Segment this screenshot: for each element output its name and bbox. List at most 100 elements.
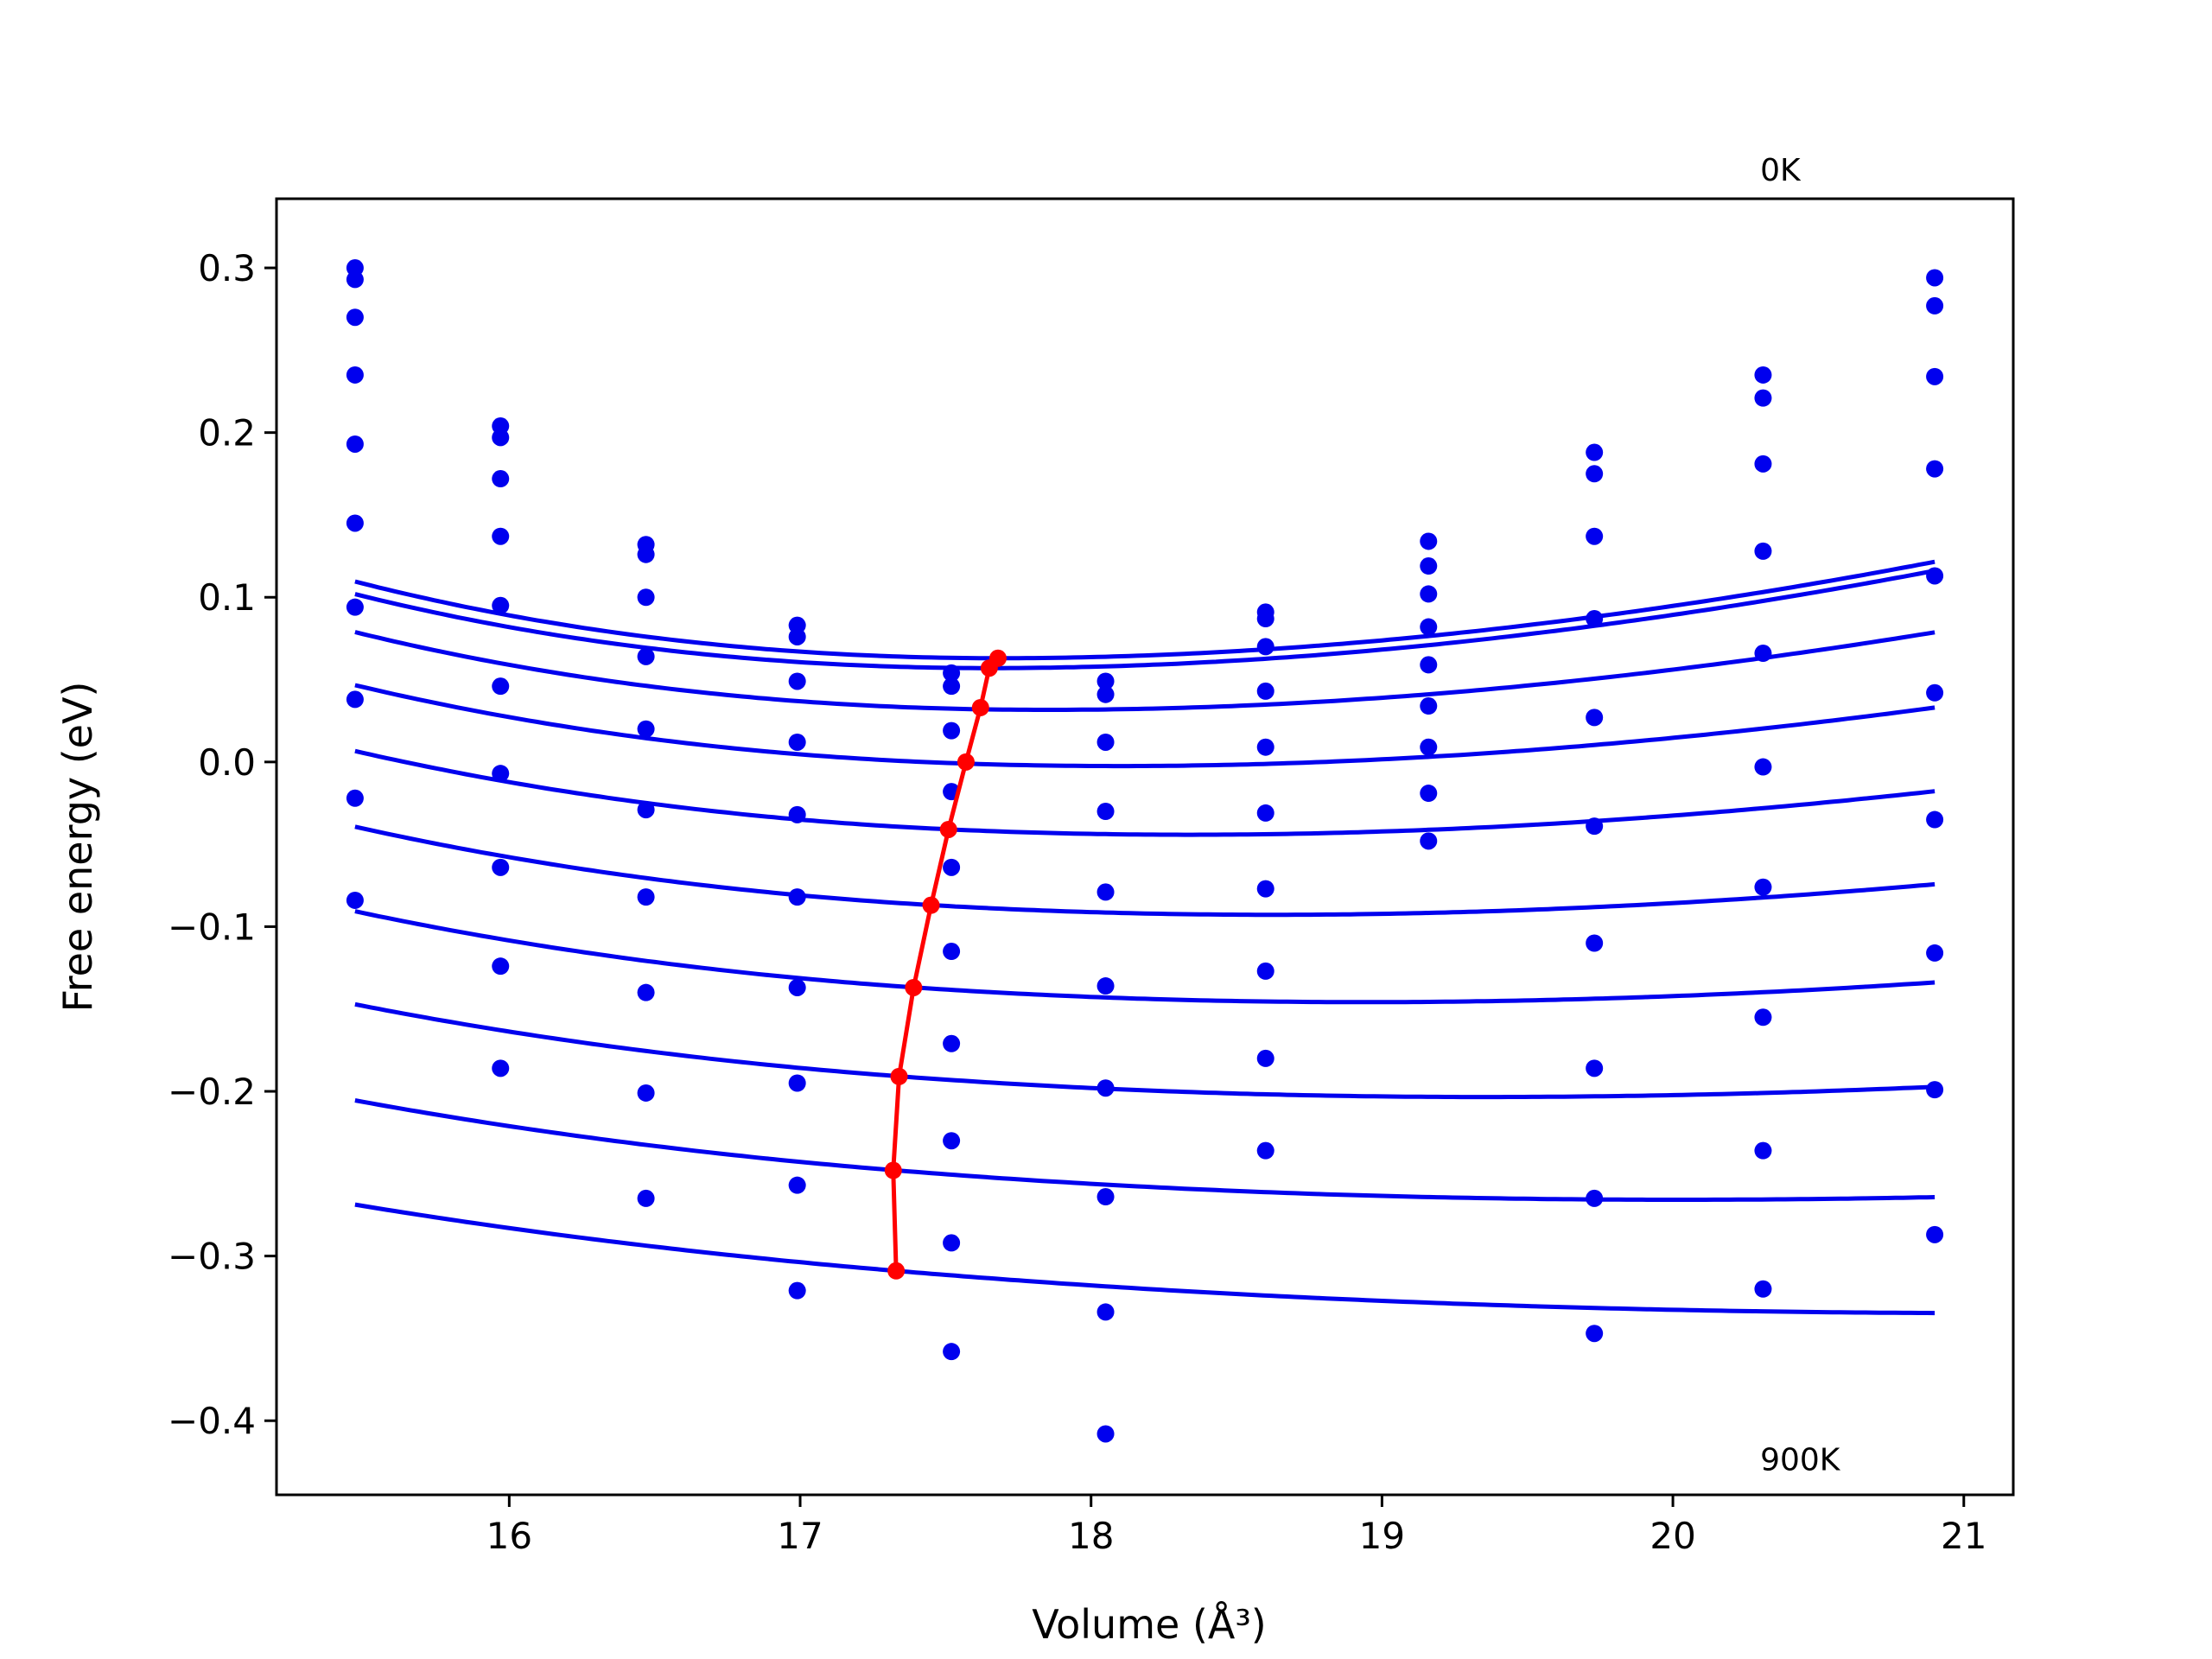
minimum-point	[939, 820, 957, 838]
data-point	[1256, 1049, 1274, 1067]
x-tick-label: 17	[777, 1515, 823, 1557]
y-tick-label: −0.1	[168, 906, 256, 948]
data-point	[1586, 443, 1604, 461]
y-tick-label: 0.2	[198, 412, 256, 454]
data-point	[1420, 532, 1438, 550]
data-point	[1586, 1059, 1604, 1077]
data-point	[492, 527, 510, 545]
data-point	[637, 801, 655, 819]
data-point	[1926, 567, 1944, 585]
data-point	[1256, 880, 1274, 898]
data-point	[943, 664, 961, 682]
x-axis-label: Volume (Å³)	[1032, 1601, 1267, 1648]
minimum-line	[884, 649, 1007, 1280]
data-point	[1754, 542, 1772, 560]
data-point	[943, 943, 961, 961]
data-point	[1926, 944, 1944, 962]
data-point	[1420, 618, 1438, 636]
plot-frame	[275, 197, 2015, 1497]
data-point	[788, 978, 806, 996]
data-point	[1926, 1225, 1944, 1243]
data-point	[943, 721, 961, 740]
data-point	[1420, 785, 1438, 803]
fit-curve	[354, 748, 1936, 837]
minimum-point	[884, 1161, 902, 1179]
x-tick-label: 19	[1359, 1515, 1405, 1557]
data-point	[346, 598, 364, 616]
data-point	[1096, 883, 1115, 901]
data-point	[1096, 1303, 1115, 1321]
data-point	[943, 1034, 961, 1052]
data-point	[788, 888, 806, 906]
data-point	[1256, 962, 1274, 980]
data-point	[1096, 733, 1115, 751]
data-point	[637, 647, 655, 665]
data-point	[788, 805, 806, 823]
minimum-point	[980, 659, 998, 677]
data-point	[637, 1189, 655, 1207]
annotation-label: 0K	[1760, 153, 1802, 188]
data-point	[1256, 738, 1274, 756]
data-point	[1926, 683, 1944, 702]
data-point	[1096, 803, 1115, 821]
data-point	[1926, 296, 1944, 315]
data-point	[788, 1176, 806, 1194]
fit-curve	[354, 1098, 1936, 1202]
data-point	[1586, 1325, 1604, 1343]
data-point	[1420, 656, 1438, 674]
y-tick-label: −0.3	[168, 1236, 256, 1278]
y-tick-label: −0.2	[168, 1071, 256, 1113]
y-tick-label: 0.1	[198, 576, 256, 619]
minimum-point	[905, 978, 923, 996]
y-tick-label: −0.4	[168, 1400, 256, 1442]
minimum-point	[890, 1067, 908, 1085]
data-point	[943, 1343, 961, 1361]
data-point	[1256, 804, 1274, 822]
data-point	[788, 1074, 806, 1092]
data-point	[1926, 460, 1944, 478]
data-point	[943, 677, 961, 696]
minimum-point	[922, 896, 940, 914]
fit-curve	[354, 569, 1936, 671]
data-point	[1754, 1280, 1772, 1298]
data-point	[492, 858, 510, 876]
x-axis-ticks: 16 17 18 19 20 21	[486, 1495, 1986, 1557]
annotation-label: 900K	[1760, 1442, 1841, 1478]
data-point	[492, 429, 510, 447]
data-point	[492, 1059, 510, 1077]
data-point	[492, 596, 510, 614]
fit-curve	[354, 1202, 1936, 1316]
data-point	[346, 891, 364, 909]
data-point	[1754, 1008, 1772, 1027]
minimum-line-path	[891, 657, 1000, 1271]
data-point	[346, 690, 364, 709]
fit-curve	[354, 824, 1936, 918]
data-point	[1586, 709, 1604, 727]
data-point	[1256, 610, 1274, 628]
data-point	[346, 365, 364, 384]
data-point	[1420, 585, 1438, 603]
annotations: 0K 900K	[1760, 153, 1841, 1478]
data-point	[1420, 738, 1438, 756]
data-point	[346, 270, 364, 289]
data-point	[788, 1281, 806, 1300]
minimum-point	[887, 1262, 906, 1280]
data-point	[1256, 682, 1274, 700]
data-point	[1754, 645, 1772, 663]
data-point	[788, 672, 806, 690]
data-point	[346, 435, 364, 453]
minimum-point	[971, 698, 989, 716]
data-point	[1754, 878, 1772, 896]
data-point	[492, 765, 510, 783]
data-point	[943, 1132, 961, 1150]
data-point	[1754, 758, 1772, 776]
data-point	[1586, 1189, 1604, 1207]
data-point	[1420, 832, 1438, 850]
fit-curve	[354, 559, 1936, 661]
data-point	[637, 983, 655, 1001]
data-point	[1754, 365, 1772, 384]
y-tick-label: 0.0	[198, 741, 256, 784]
data-point	[1586, 817, 1604, 836]
